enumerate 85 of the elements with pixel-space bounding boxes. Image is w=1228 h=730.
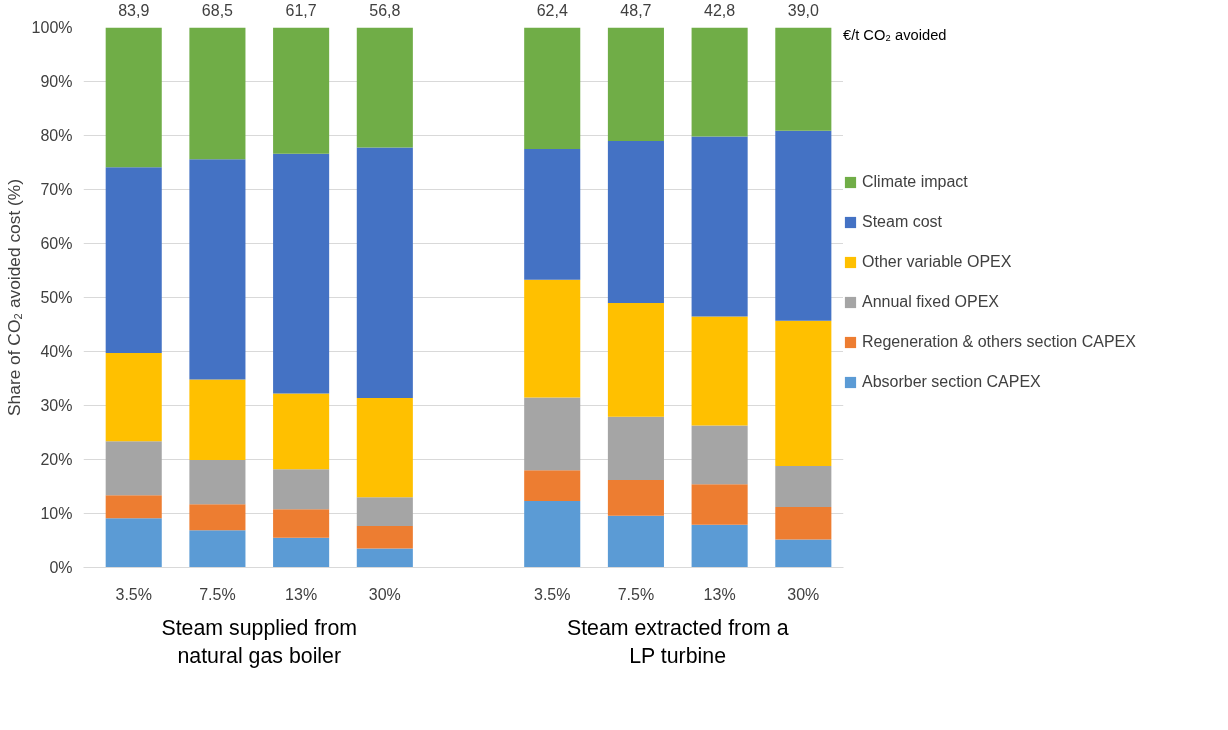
text: 68,5 [201, 1, 234, 19]
x-tick-label: 30% [787, 585, 820, 603]
bar [524, 27, 581, 149]
bar [189, 379, 246, 461]
text: Steam supplied from natural gas boiler [161, 615, 358, 669]
y-tick-label: 0% [49, 559, 73, 576]
bar [356, 497, 413, 526]
bar [775, 539, 832, 568]
bar [607, 480, 664, 516]
bar [273, 393, 330, 470]
bar [691, 484, 748, 525]
text: 42,8 [704, 1, 736, 19]
bar [775, 130, 832, 321]
bar [607, 27, 664, 141]
bar [524, 501, 581, 568]
text: Steam extracted from a LP turbine [566, 615, 789, 669]
text: 83,9 [118, 1, 150, 19]
text: 61,7 [285, 1, 317, 19]
bar [189, 159, 246, 380]
y-tick-label: 40% [40, 343, 73, 360]
bar [691, 316, 748, 426]
bar [105, 518, 162, 568]
bar [356, 147, 413, 398]
bar [691, 524, 748, 568]
y-tick-label: 80% [40, 127, 73, 144]
x-tick-label: 7.5% [199, 585, 236, 603]
x-tick-label: 30% [368, 585, 401, 603]
bar [607, 140, 664, 303]
bar [105, 167, 162, 354]
bar [356, 397, 413, 498]
y-tick-label: 30% [40, 397, 73, 414]
bar [105, 353, 162, 442]
bar [105, 27, 162, 168]
text: 48,7 [620, 1, 652, 19]
bar [607, 515, 664, 568]
bar [524, 149, 581, 280]
bar [105, 495, 162, 519]
bar [607, 302, 664, 417]
legend-label: Other variable OPEX [862, 253, 1012, 271]
bar [775, 27, 832, 131]
text: 56,8 [369, 1, 401, 19]
x-tick-label: 3.5% [533, 585, 571, 603]
legend-label: Annual fixed OPEX [862, 293, 999, 311]
bar [775, 320, 832, 466]
bar [356, 525, 413, 549]
bar [273, 27, 330, 154]
text: 39,0 [787, 1, 819, 19]
x-tick-label: 13% [703, 585, 736, 603]
bar [273, 469, 330, 510]
y-tick-label: 50% [40, 289, 73, 306]
bar [524, 470, 581, 502]
bar [607, 416, 664, 481]
y-axis-title: Share of CO₂ avoided cost (%) [3, 179, 24, 416]
bar [189, 27, 246, 160]
bar [189, 504, 246, 531]
y-tick-label: 10% [40, 505, 73, 522]
text: 62,4 [536, 1, 568, 19]
legend-label: Climate impact [862, 173, 968, 191]
bar [356, 27, 413, 148]
bar [691, 136, 748, 317]
x-tick-label: 3.5% [115, 585, 152, 603]
bar [189, 460, 246, 505]
bar [273, 153, 330, 394]
bar [775, 507, 832, 540]
legend-label: Steam cost [862, 213, 943, 231]
bar [273, 537, 330, 568]
bar [524, 397, 581, 471]
bar [273, 509, 330, 538]
bar [775, 465, 832, 508]
legend-label: Regeneration & others section CAPEX [862, 333, 1136, 351]
y-tick-label: 100% [31, 19, 73, 36]
bar [356, 548, 413, 568]
y-tick-label: 20% [40, 451, 73, 468]
legend-label: Absorber section CAPEX [862, 373, 1041, 391]
y-tick-label: 60% [40, 235, 73, 252]
x-tick-label: 13% [285, 585, 318, 603]
bar [691, 27, 748, 137]
bar [105, 441, 162, 496]
bar [524, 279, 581, 398]
y-tick-label: 90% [40, 73, 73, 90]
y-tick-label: 70% [40, 181, 73, 198]
bar [691, 425, 748, 485]
annotation: €/t CO₂ avoided [843, 27, 948, 43]
x-tick-label: 7.5% [617, 585, 655, 603]
bar [189, 530, 246, 568]
